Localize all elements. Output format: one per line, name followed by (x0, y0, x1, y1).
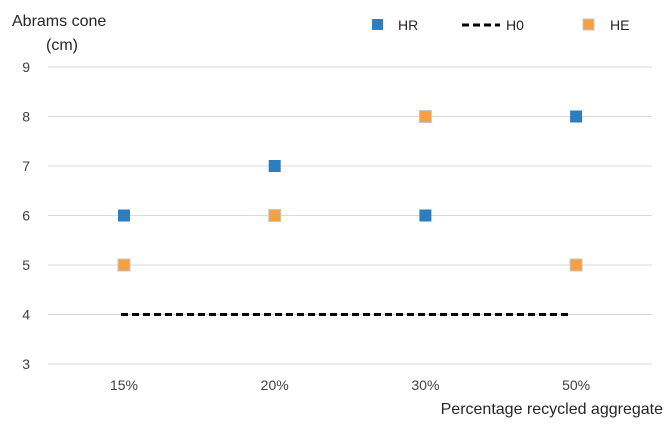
point-hr (570, 110, 583, 123)
x-tick-label: 20% (261, 377, 289, 393)
y-tick-label: 9 (22, 59, 30, 75)
y-tick-label: 6 (22, 208, 30, 224)
x-axis-title: Percentage recycled aggregate (441, 401, 663, 418)
legend-label-he: HE (610, 17, 629, 33)
x-tick-label: 30% (411, 377, 439, 393)
x-tick-labels: 15% 20% 30% 50% (110, 377, 590, 393)
point-he (268, 209, 282, 222)
y-tick-label: 5 (22, 257, 30, 273)
y-tick-label: 3 (22, 356, 30, 372)
legend-swatch-he (582, 18, 595, 31)
point-he (117, 258, 131, 272)
y-axis-title-line-2: (cm) (46, 37, 78, 54)
y-axis-title-line-1: Abrams cone (12, 13, 106, 30)
legend-label-hr: HR (398, 17, 418, 33)
gridlines (48, 66, 652, 365)
legend-label-h0: H0 (506, 17, 524, 33)
y-tick-label: 8 (22, 109, 30, 125)
x-tick-label: 15% (110, 377, 138, 393)
point-he (569, 258, 583, 272)
legend: HR H0 HE (372, 17, 629, 33)
legend-swatch-hr (372, 19, 383, 30)
y-tick-labels: 3 4 5 6 7 8 9 (22, 59, 30, 372)
y-tick-label: 7 (22, 158, 30, 174)
point-he (418, 110, 432, 123)
point-hr (118, 209, 130, 222)
point-hr (419, 209, 432, 222)
y-tick-label: 4 (22, 307, 30, 323)
point-hr (268, 160, 281, 172)
x-tick-label: 50% (562, 377, 590, 393)
data-series (117, 110, 583, 316)
